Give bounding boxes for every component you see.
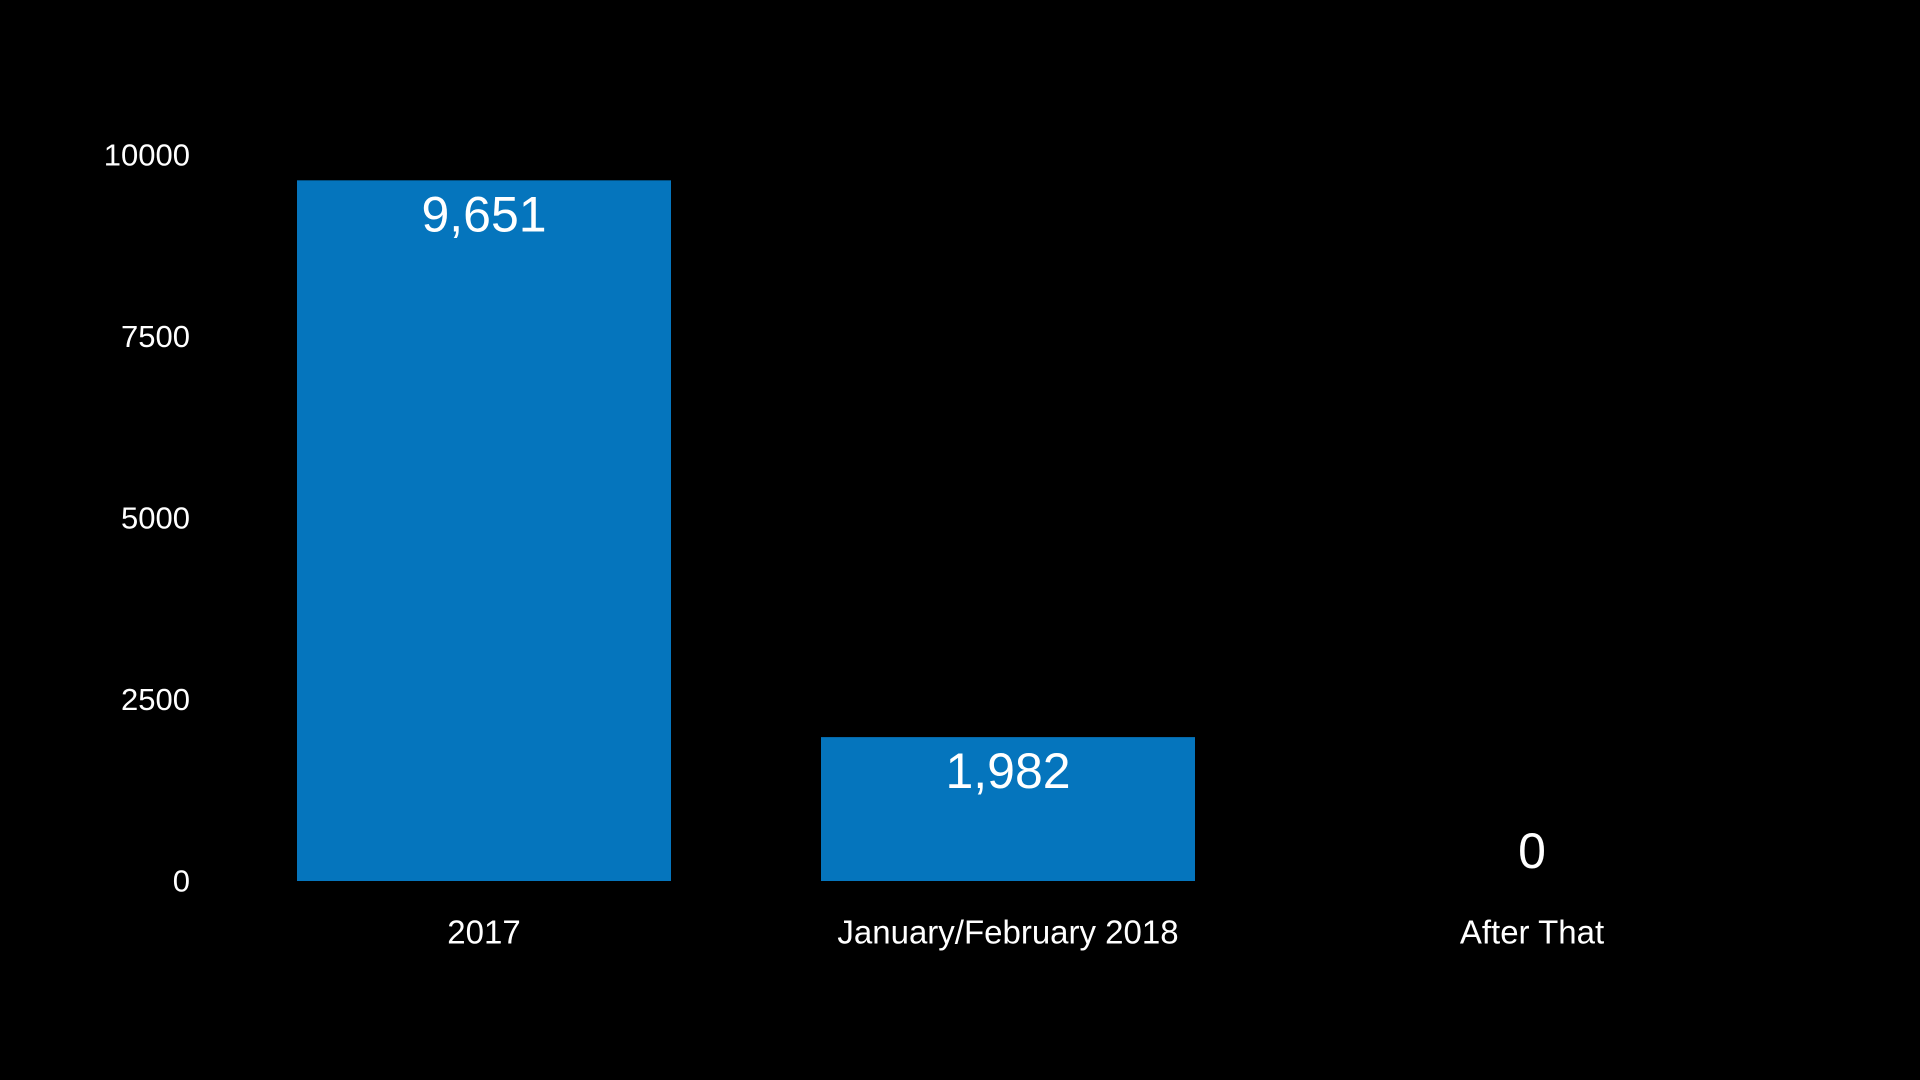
- bar: [297, 180, 671, 881]
- y-axis: 0 2500 5000 7500 10000: [104, 138, 190, 899]
- y-tick-label: 5000: [121, 501, 190, 536]
- category-label: January/February 2018: [837, 914, 1178, 951]
- category-label: 2017: [447, 914, 520, 951]
- y-tick-label: 7500: [121, 319, 190, 354]
- data-label: 9,651: [421, 186, 546, 242]
- category-label: After That: [1460, 914, 1604, 951]
- data-label: 1,982: [945, 743, 1070, 799]
- y-tick-label: 10000: [104, 138, 190, 173]
- bars: 9,651 1,982 0: [297, 180, 1546, 881]
- data-label: 0: [1518, 823, 1546, 879]
- x-axis: 2017 January/February 2018 After That: [447, 914, 1604, 951]
- y-tick-label: 0: [173, 864, 190, 899]
- y-tick-label: 2500: [121, 682, 190, 717]
- bar: [821, 737, 1195, 881]
